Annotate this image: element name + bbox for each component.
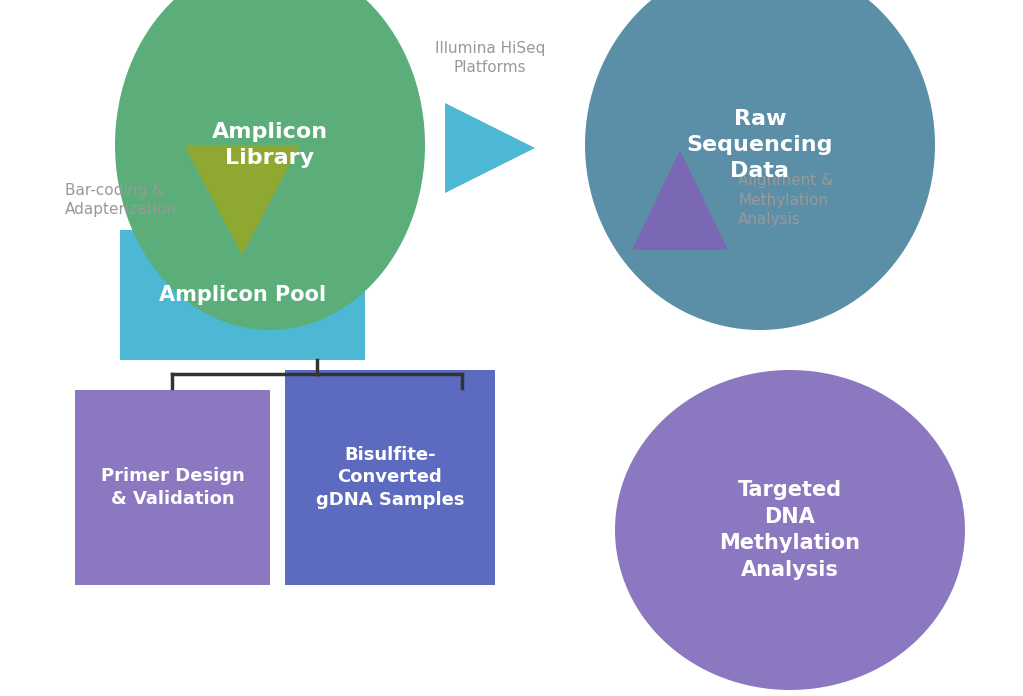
Ellipse shape [615, 370, 965, 690]
Text: Illumina HiSeq
Platforms: Illumina HiSeq Platforms [435, 40, 545, 75]
Text: Bisulfite-
Converted
gDNA Samples: Bisulfite- Converted gDNA Samples [316, 446, 464, 509]
Text: Raw
Sequencing
Data: Raw Sequencing Data [686, 109, 834, 182]
FancyBboxPatch shape [285, 370, 495, 585]
Text: Targeted
DNA
Methylation
Analysis: Targeted DNA Methylation Analysis [719, 480, 860, 580]
Polygon shape [632, 150, 728, 250]
Text: Bar-coding &
Adapterization: Bar-coding & Adapterization [65, 182, 177, 217]
Text: Amplicon Pool: Amplicon Pool [159, 285, 326, 305]
Text: Primer Design
& Validation: Primer Design & Validation [100, 468, 244, 507]
Text: Alignment &
Methylation
Analysis: Alignment & Methylation Analysis [738, 173, 833, 228]
Ellipse shape [585, 0, 935, 330]
FancyBboxPatch shape [75, 390, 270, 585]
FancyBboxPatch shape [120, 230, 365, 360]
Text: Amplicon
Library: Amplicon Library [212, 122, 328, 168]
Polygon shape [184, 145, 300, 255]
Polygon shape [445, 103, 535, 193]
Ellipse shape [115, 0, 425, 330]
